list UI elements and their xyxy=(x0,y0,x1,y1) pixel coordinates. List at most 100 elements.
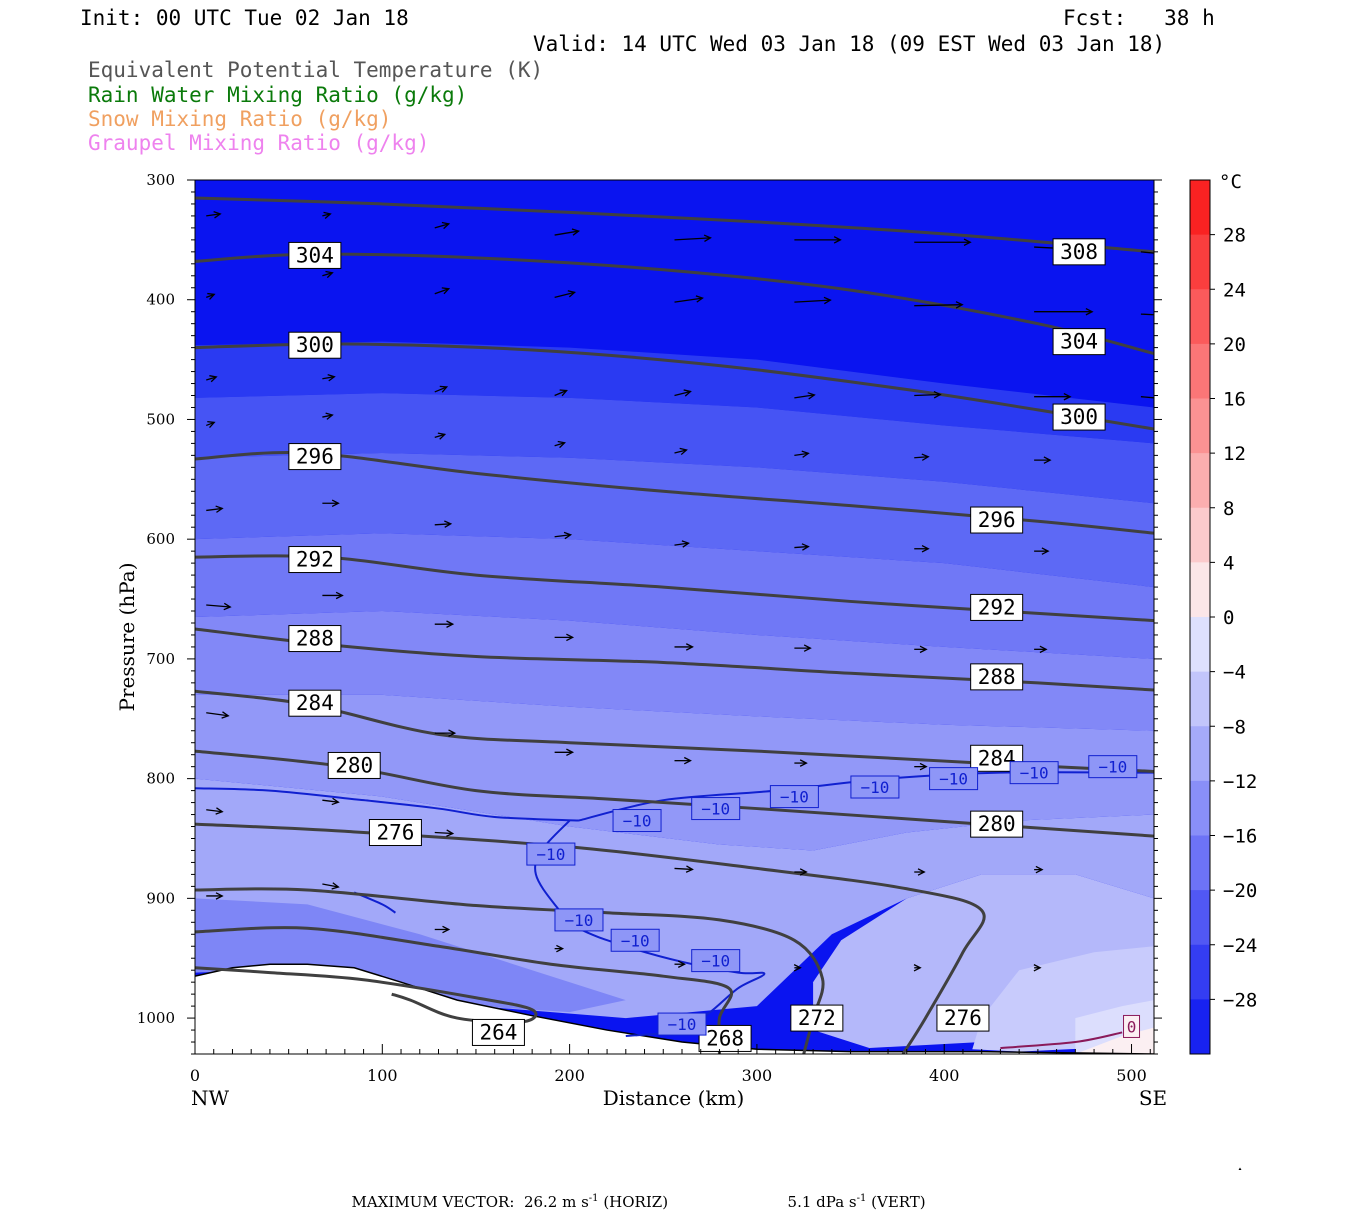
svg-text:−10: −10 xyxy=(780,788,809,807)
legend-rain-water: Rain Water Mixing Ratio (g/kg) xyxy=(88,83,468,107)
wind-vector-1 xyxy=(322,211,332,220)
wind-vector-31 xyxy=(674,447,688,456)
legend-graupel: Graupel Mixing Ratio (g/kg) xyxy=(88,131,430,155)
svg-text:292: 292 xyxy=(296,548,334,572)
temp-contour-4 xyxy=(1000,1031,1123,1050)
theta-e-272 xyxy=(195,887,825,1054)
contour-label-26: −10 xyxy=(1088,755,1138,779)
wind-vector-16 xyxy=(1034,307,1094,316)
wind-vector-35 xyxy=(206,505,224,513)
theta-e-300 xyxy=(195,342,1154,431)
max-vector-vert-head xyxy=(1238,1167,1242,1170)
contour-label-23: −10 xyxy=(850,775,900,799)
wind-vector-21 xyxy=(554,389,568,397)
colorbar-segment-14 xyxy=(1190,944,1210,1000)
svg-text:−10: −10 xyxy=(565,911,594,930)
colorbar-label-11: −16 xyxy=(1223,826,1257,848)
colorbar-label-13: −24 xyxy=(1223,935,1257,957)
forecast-hour: Fcst: 38 h xyxy=(1063,6,1215,30)
wind-vector-41 xyxy=(914,544,930,553)
wind-vector-71 xyxy=(793,964,802,972)
x-tick-label-400: 400 xyxy=(929,1066,960,1085)
x-tick-label-100: 100 xyxy=(367,1066,398,1085)
terrain-fill xyxy=(195,964,1154,1054)
y-tick-label-800: 800 xyxy=(146,770,175,788)
colorbar-segment-13 xyxy=(1190,890,1210,946)
wind-vector-66 xyxy=(206,892,224,900)
wind-vector-60 xyxy=(434,829,455,837)
colorbar-segment-12 xyxy=(1190,835,1210,891)
theta-e-268 xyxy=(195,926,734,1054)
wind-vector-38 xyxy=(554,531,573,540)
vert-exp: -1 xyxy=(856,1193,867,1204)
wind-vector-46 xyxy=(554,633,575,642)
wind-vector-62 xyxy=(674,865,694,873)
wind-vector-29 xyxy=(434,432,447,440)
svg-text:−10: −10 xyxy=(939,770,968,789)
wind-vector-34 xyxy=(1034,456,1052,464)
contour-label-2: 304 xyxy=(1052,328,1106,356)
wind-vector-15 xyxy=(914,301,964,309)
svg-text:300: 300 xyxy=(296,333,334,357)
colorbar-segment-15 xyxy=(1190,999,1210,1055)
contour-label-28: −10 xyxy=(554,908,604,932)
temp-fill-band-2 xyxy=(195,393,1154,504)
colorbar-label-12: −20 xyxy=(1223,880,1257,902)
wind-vector-5 xyxy=(794,236,842,244)
colorbar-label-1: 24 xyxy=(1223,279,1246,301)
svg-text:−10: −10 xyxy=(623,812,652,831)
wind-vector-50 xyxy=(1034,645,1048,654)
svg-text:0: 0 xyxy=(1127,1017,1137,1036)
svg-text:264: 264 xyxy=(479,1020,517,1044)
theta-e-264 xyxy=(195,966,538,1024)
wind-vector-2 xyxy=(434,221,451,230)
wind-vector-6 xyxy=(914,238,972,247)
svg-text:296: 296 xyxy=(296,445,334,469)
wind-vector-69 xyxy=(554,944,565,953)
wind-vector-72 xyxy=(913,964,922,972)
contour-label-8: 292 xyxy=(970,593,1024,621)
temp-fill-band-0 xyxy=(195,180,1154,408)
svg-text:280: 280 xyxy=(978,812,1016,836)
wind-vector-8 xyxy=(1140,251,1154,254)
temperature-contours xyxy=(195,771,1154,1050)
svg-text:284: 284 xyxy=(296,691,334,715)
contour-label-11: 284 xyxy=(288,689,342,717)
colorbar-label-3: 16 xyxy=(1223,389,1246,411)
wind-vector-18 xyxy=(206,375,218,383)
svg-text:−10: −10 xyxy=(668,1015,697,1034)
legend-snow: Snow Mixing Ratio (g/kg) xyxy=(88,107,392,131)
temp-fill-band-3 xyxy=(195,452,1154,588)
wind-vector-32 xyxy=(794,450,810,458)
x-tick-label-500: 500 xyxy=(1116,1066,1147,1085)
max-vector-arrow xyxy=(1238,1167,1242,1170)
valid-time: Valid: 14 UTC Wed 03 Jan 18 (09 EST Wed … xyxy=(533,32,1166,56)
x-axis-label: Distance (km) xyxy=(603,1086,745,1110)
vert-value: 5.1 dPa s xyxy=(787,1193,857,1211)
y-tick-label-900: 900 xyxy=(146,889,175,907)
svg-text:−10: −10 xyxy=(701,952,730,971)
colorbar-label-14: −28 xyxy=(1223,989,1257,1011)
x-tick-label-200: 200 xyxy=(554,1066,585,1085)
wind-vector-57 xyxy=(914,762,928,771)
temp-contour-0 xyxy=(195,787,580,822)
horiz-value: 26.2 m s xyxy=(523,1193,589,1211)
x-tick-label-0: 0 xyxy=(190,1066,200,1085)
contour-label-20: −10 xyxy=(612,809,662,833)
wind-vector-64 xyxy=(914,868,926,876)
svg-text:304: 304 xyxy=(296,243,334,267)
colorbar-segment-2 xyxy=(1190,289,1210,345)
wind-vector-63 xyxy=(794,868,808,876)
contour-label-13: 280 xyxy=(327,751,381,779)
colorbar-label-4: 12 xyxy=(1223,443,1246,465)
contour-label-3: 300 xyxy=(288,331,342,359)
colorbar-segment-4 xyxy=(1190,398,1210,454)
wind-vector-30 xyxy=(554,440,566,449)
wind-vector-17 xyxy=(1140,313,1154,316)
legend-theta-e: Equivalent Potential Temperature (K) xyxy=(88,58,544,82)
svg-text:−10: −10 xyxy=(621,931,650,950)
wind-vector-14 xyxy=(794,296,832,305)
wind-vector-20 xyxy=(434,385,449,393)
theta-e-308 xyxy=(195,196,1154,254)
contour-label-15: 276 xyxy=(368,819,422,847)
